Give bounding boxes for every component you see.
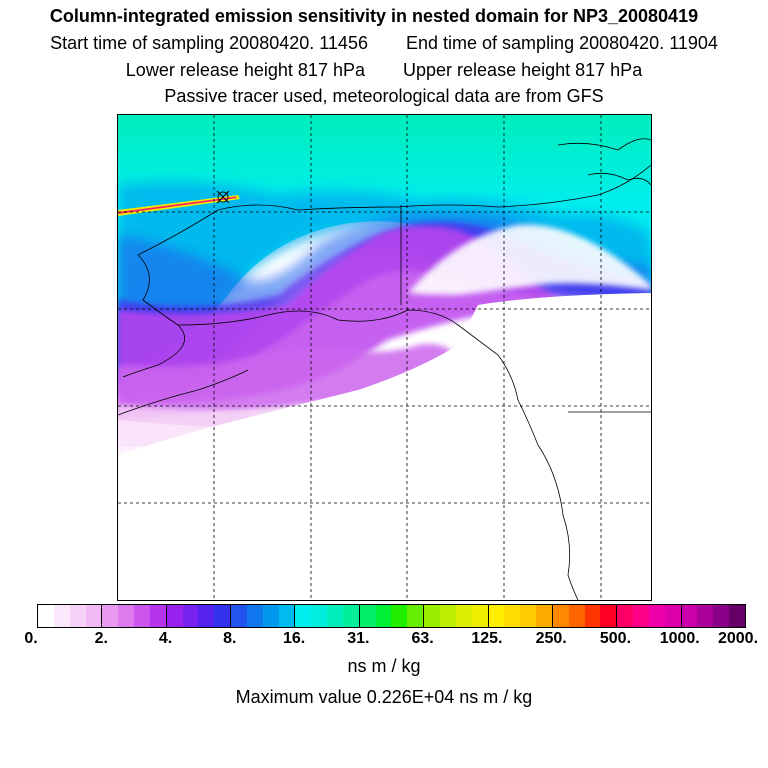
graticule [118,115,651,600]
colorbar-tick-label: 125. [471,630,503,647]
colorbar-swatch [327,605,343,627]
sampling-times: Start time of sampling 20080420. 11456 E… [0,33,768,54]
colorbar-swatch [713,605,730,627]
colorbar-swatch [38,605,54,627]
colorbar-swatch [85,605,102,627]
colorbar-tick-label: 31. [347,630,370,647]
colorbar-swatch [681,605,698,627]
colorbar-segment [488,605,553,627]
lower-label: Lower release height [125,60,293,80]
colorbar-swatch [697,605,714,627]
end-label: End time of sampling [406,33,575,53]
colorbar-tick-label: 63. [411,630,434,647]
colorbar-tick-label: 250. [535,630,567,647]
release-heights: Lower release height 817 hPa Upper relea… [0,60,768,81]
colorbar-swatch [424,605,440,627]
colorbar-swatch [584,605,601,627]
colorbar-tick-label: 16. [282,630,306,647]
colorbar-swatch [311,605,328,627]
colorbar-segment [295,605,360,627]
upper-value: 817 hPa [575,60,643,80]
lower-value: 817 hPa [297,60,365,80]
colorbar-tick-label: 4. [158,630,173,647]
colorbar-swatch [617,605,634,627]
colorbar-segment [102,605,167,627]
colorbar-swatch [440,605,456,627]
colorbar-swatch [149,605,166,627]
colorbar-swatch [536,605,552,627]
colorbar-swatch [633,605,649,627]
colorbar-segment [424,605,489,627]
colorbar-swatch [471,605,488,627]
colorbar-tick-label: 1000. [659,630,700,647]
colorbar-swatch [504,605,521,627]
colorbar-segment [231,605,296,627]
start-label: Start time of sampling [50,33,225,53]
colorbar-swatch [246,605,263,627]
plot-title: Column-integrated emission sensitivity i… [49,6,699,26]
colorbar-swatch [53,605,70,627]
colorbar [37,604,746,628]
colorbar-swatch [488,605,505,627]
colorbar-swatch [568,605,585,627]
colorbar-tick-label: 2. [94,630,108,647]
colorbar-ticks: 0. 2. 4. 8. 16. 31. 63. 125. 250. 500. 1000. 2000. [0,630,768,652]
colorbar-swatch [648,605,665,627]
colorbar-swatch [214,605,231,627]
colorbar-segment [617,605,682,627]
end-value: 20080420. 11904 [579,33,718,53]
map-canvas [118,115,651,600]
colorbar-segment [359,605,425,627]
colorbar-swatch [118,605,135,627]
colorbar-segment [166,605,232,627]
colorbar-swatch [134,605,150,627]
colorbar-segment [38,605,103,627]
colorbar-swatch [407,605,424,627]
colorbar-swatch [102,605,119,627]
colorbar-tick-label: 500. [599,630,632,647]
colorbar-swatch [295,605,312,627]
colorbar-segment [552,605,618,627]
colorbar-tick-label: 2000. [717,630,759,647]
colorbar-swatch [729,605,745,627]
colorbar-tick-label: 8. [223,630,237,647]
tracer-note: Passive tracer used, meteorological data… [164,86,604,106]
units-label: ns m / kg [347,656,421,676]
colorbar-swatch [198,605,215,627]
colorbar-tick-label: 0. [24,630,38,647]
colorbar-swatch [391,605,408,627]
coastlines [118,138,651,600]
colorbar-swatch [664,605,681,627]
colorbar-swatch [182,605,199,627]
upper-label: Upper release height [403,60,571,80]
colorbar-swatch [278,605,295,627]
colorbar-swatch [262,605,279,627]
sensitivity-map [117,114,652,601]
colorbar-swatch [69,605,86,627]
start-value: 20080420. 11456 [229,33,368,53]
colorbar-swatch [231,605,247,627]
colorbar-swatch [359,605,376,627]
colorbar-swatch [520,605,537,627]
colorbar-swatch [455,605,472,627]
sensitivity-field [118,115,651,600]
colorbar-swatch [600,605,617,627]
colorbar-segment [681,605,745,627]
colorbar-swatch [375,605,392,627]
colorbar-swatch [552,605,569,627]
colorbar-swatch [342,605,359,627]
colorbar-swatch [166,605,183,627]
maximum-value: Maximum value 0.226E+04 ns m / kg [235,687,533,707]
